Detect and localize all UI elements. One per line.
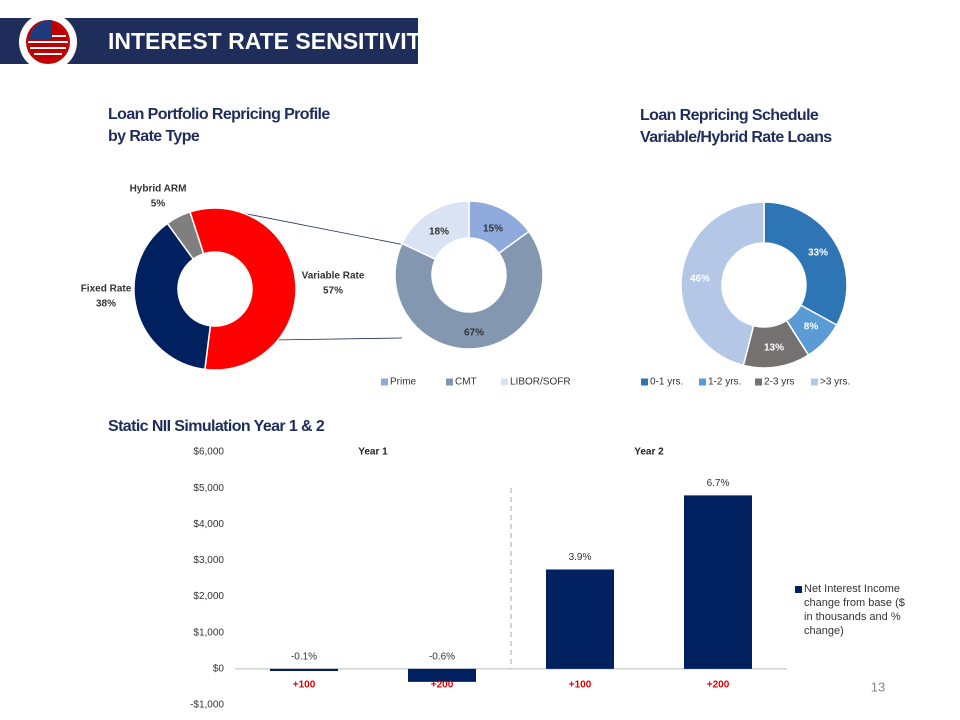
legend-label: >3 yrs. [820,377,850,388]
y-tick-label: $0 [213,663,225,674]
donut-slice [189,207,297,371]
legend-swatch [501,378,508,386]
y-tick-label: $6,000 [193,447,224,458]
bar-annotation: -0.1% [291,651,317,662]
legend-label: 0-1 yrs. [650,377,683,388]
bar [408,668,476,682]
slice-label: 33% [808,248,828,259]
legend-swatch [446,378,453,386]
connector [271,337,403,341]
logo-canton [28,19,52,40]
legend-label: CMT [455,377,477,388]
legend-swatch [811,378,818,386]
legend-swatch [795,586,802,593]
chart-title: Loan Repricing Schedule [640,107,819,124]
x-tick-label: +100 [569,680,592,691]
slice-label: 5% [151,199,166,210]
y-tick-label: -$1,000 [190,700,224,711]
chart-title: Loan Portfolio Repricing Profile [108,106,330,123]
donut-slice [133,222,212,371]
legend-swatch [755,378,762,386]
page-title: INTEREST RATE SENSITIVITY [108,28,436,54]
bar-annotation: -0.6% [429,651,455,662]
x-tick-label: +200 [431,680,454,691]
donut-slice [401,200,470,261]
slice-label: 57% [323,286,343,297]
bar [546,569,614,669]
slice-label: 46% [690,274,710,285]
donut-slice [680,201,765,367]
group-label: Year 2 [634,447,664,458]
donut-slice [394,230,544,350]
y-tick-label: $4,000 [193,519,224,530]
slice-label: 18% [429,227,449,238]
legend: Net Interest Income change from base ($ … [795,582,912,638]
legend-label: Net Interest Income change from base ($ … [804,583,905,637]
y-tick-label: $2,000 [193,591,224,602]
connector [236,211,411,247]
bar-annotation: 3.9% [569,552,592,563]
legend-swatch [641,378,648,386]
legend-label: LIBOR/SOFR [510,377,571,388]
legend-label: 2-3 yrs [764,377,795,388]
chart-title: Variable/Hybrid Rate Loans [640,129,832,146]
group-label: Year 1 [358,447,388,458]
legend-swatch [699,378,706,386]
y-tick-label: $1,000 [193,627,224,638]
slice-label: 38% [96,299,116,310]
bar-annotation: 6.7% [707,478,730,489]
slice-label: 15% [483,224,503,235]
legend-label: Prime [390,377,417,388]
bar [270,668,338,672]
slice-label: 13% [764,343,784,354]
donut-slice [166,211,205,261]
slice-label: 67% [464,328,484,339]
x-tick-label: +200 [707,680,730,691]
slice-category: Variable Rate [302,271,365,282]
slice-category: Hybrid ARM [130,184,187,195]
donut-slice [763,201,848,327]
chart-title: by Rate Type [108,128,200,145]
slice-category: Fixed Rate [81,284,132,295]
legend-swatch [381,378,388,386]
chart-title: Static NII Simulation Year 1 & 2 [108,418,325,435]
y-tick-label: $3,000 [193,555,224,566]
page-number: 13 [871,679,885,694]
slice-label: 8% [804,322,819,333]
y-tick-label: $5,000 [193,483,224,494]
bar [684,495,752,669]
x-tick-label: +100 [293,680,316,691]
legend-label: 1-2 yrs. [708,377,741,388]
